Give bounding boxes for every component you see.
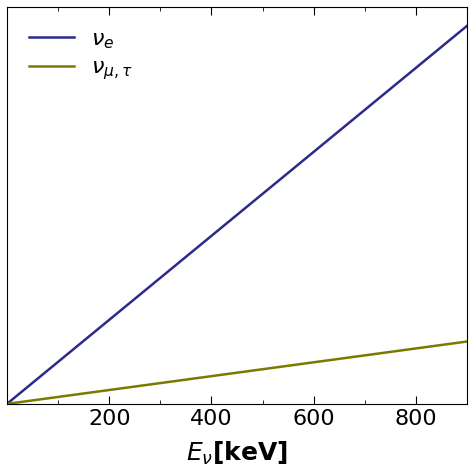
$\boldsymbol{\nu_{\mu,\tau}}$ — [320, 358, 326, 364]
$\boldsymbol{\nu_e}$ — [207, 235, 212, 240]
$\boldsymbol{\nu_e}$ — [320, 141, 326, 147]
Line: $\boldsymbol{\nu_e}$: $\boldsymbol{\nu_e}$ — [7, 26, 467, 404]
$\boldsymbol{\nu_e}$ — [4, 401, 10, 407]
$\boldsymbol{\nu_e}$ — [371, 100, 377, 105]
$\boldsymbol{\nu_{\mu,\tau}}$ — [464, 338, 470, 344]
$\boldsymbol{\nu_{\mu,\tau}}$ — [51, 395, 57, 401]
X-axis label: $E_{\nu}$[keV]: $E_{\nu}$[keV] — [186, 440, 288, 467]
Line: $\boldsymbol{\nu_{\mu,\tau}}$: $\boldsymbol{\nu_{\mu,\tau}}$ — [7, 341, 467, 404]
Legend: $\boldsymbol{\nu_e}$, $\boldsymbol{\nu_{\mu,\tau}}$: $\boldsymbol{\nu_e}$, $\boldsymbol{\nu_{… — [18, 18, 144, 93]
$\boldsymbol{\nu_e}$ — [464, 23, 470, 29]
$\boldsymbol{\nu_{\mu,\tau}}$ — [371, 351, 377, 357]
$\boldsymbol{\nu_{\mu,\tau}}$ — [363, 352, 369, 358]
$\boldsymbol{\nu_e}$ — [51, 363, 57, 368]
$\boldsymbol{\nu_{\mu,\tau}}$ — [4, 401, 10, 407]
$\boldsymbol{\nu_{\mu,\tau}}$ — [190, 376, 196, 382]
$\boldsymbol{\nu_e}$ — [363, 106, 369, 112]
$\boldsymbol{\nu_e}$ — [190, 248, 196, 254]
$\boldsymbol{\nu_{\mu,\tau}}$ — [207, 374, 212, 379]
